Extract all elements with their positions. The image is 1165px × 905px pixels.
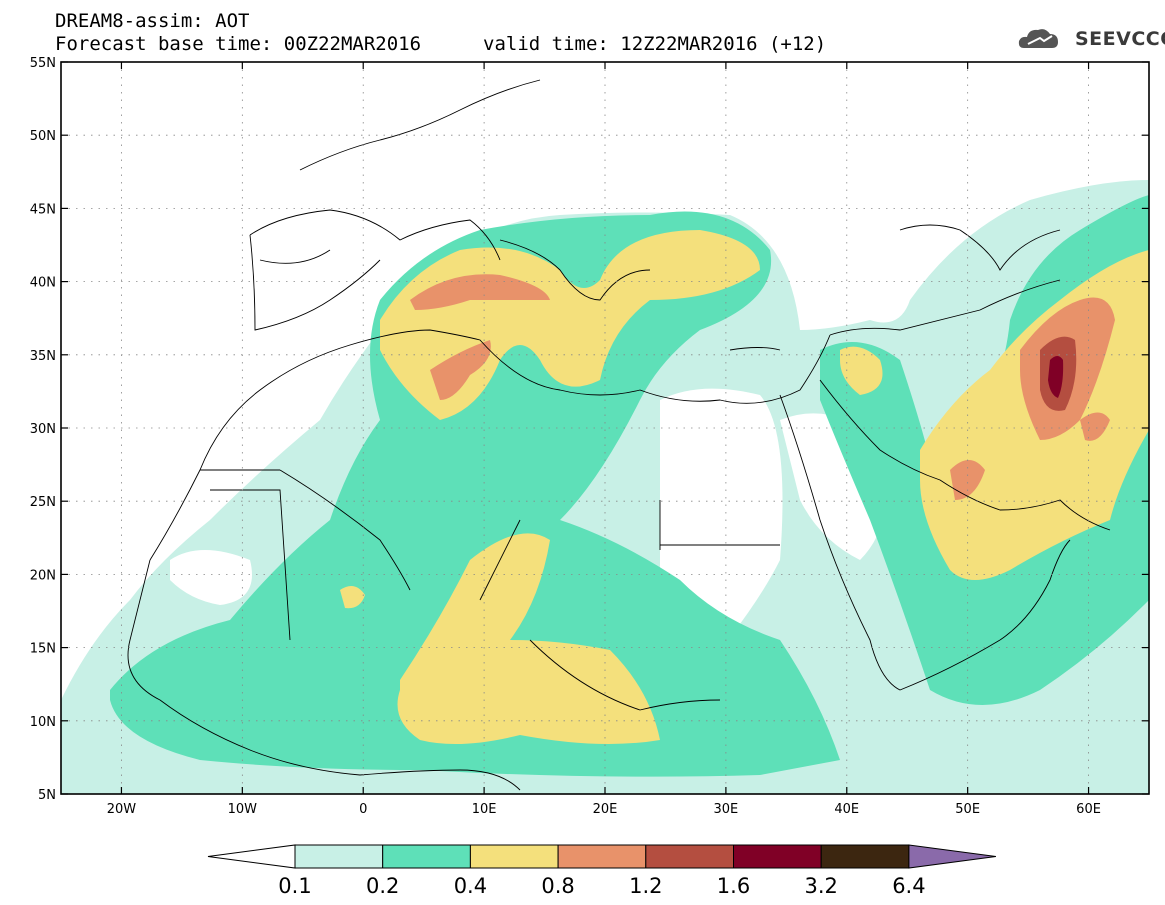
colorbar-label: 6.4 — [892, 874, 925, 898]
colorbar-swatch — [820, 844, 910, 869]
lat-tick-label: 50N — [30, 129, 56, 144]
lon-tick-label: 10W — [228, 802, 258, 817]
lon-tick-label: 40E — [834, 802, 859, 817]
lat-tick-label: 10N — [30, 715, 56, 730]
lon-tick-label: 10E — [472, 802, 497, 817]
lat-tick-label: 55N — [30, 56, 56, 71]
colorbar-label: 0.4 — [454, 874, 487, 898]
colorbar-label: 0.2 — [366, 874, 399, 898]
lat-tick-label: 45N — [30, 202, 56, 217]
colorbar-label: 0.8 — [541, 874, 574, 898]
colorbar-under-arrow — [207, 844, 296, 869]
cloud-icon — [1018, 29, 1058, 48]
coastlines — [127, 79, 1111, 791]
colorbar-swatch — [733, 844, 822, 869]
lon-tick-label: 60E — [1076, 802, 1101, 817]
lat-tick-label: 40N — [30, 276, 56, 291]
lon-tick-label: 50E — [955, 802, 980, 817]
lat-tick-label: 35N — [30, 349, 56, 364]
colorbar-label: 3.2 — [804, 874, 837, 898]
colorbar-swatch — [294, 844, 384, 869]
lon-tick-label: 0 — [359, 802, 367, 817]
colorbar-label: 1.6 — [717, 874, 750, 898]
lat-tick-label: 5N — [38, 788, 56, 803]
aot-field — [61, 180, 1149, 794]
colorbar-swatch — [557, 844, 647, 869]
lat-tick-label: 25N — [30, 495, 56, 510]
colorbar-over-arrow — [908, 844, 996, 869]
logo-text: SEEVCCC — [1075, 28, 1165, 50]
colorbar-swatch — [645, 844, 734, 869]
valid-time-label: valid time: 12Z22MAR2016 (+12) — [483, 33, 827, 55]
colorbar-label: 0.1 — [278, 874, 311, 898]
lat-tick-label: 20N — [30, 568, 56, 583]
map-title: DREAM8-assim: AOT — [55, 10, 250, 32]
axis-ticks: 55N 50N 45N 40N 35N 30N 25N 20N 15N 10N 5N 20W 10W 0 1… — [30, 56, 1149, 817]
colorbar: 0.1 0.2 0.4 0.8 1.2 1.6 3.2 6.4 — [207, 844, 996, 898]
colorbar-swatch — [469, 844, 559, 869]
lat-tick-label: 15N — [30, 642, 56, 657]
lon-tick-label: 20E — [593, 802, 618, 817]
lat-tick-label: 30N — [30, 422, 56, 437]
colorbar-label: 1.2 — [629, 874, 662, 898]
lon-tick-label: 20W — [107, 802, 137, 817]
base-time-label: Forecast base time: 00Z22MAR2016 — [55, 33, 422, 55]
lon-tick-label: 30E — [714, 802, 739, 817]
colorbar-swatch — [382, 844, 471, 869]
map-gridlines — [61, 62, 1149, 794]
